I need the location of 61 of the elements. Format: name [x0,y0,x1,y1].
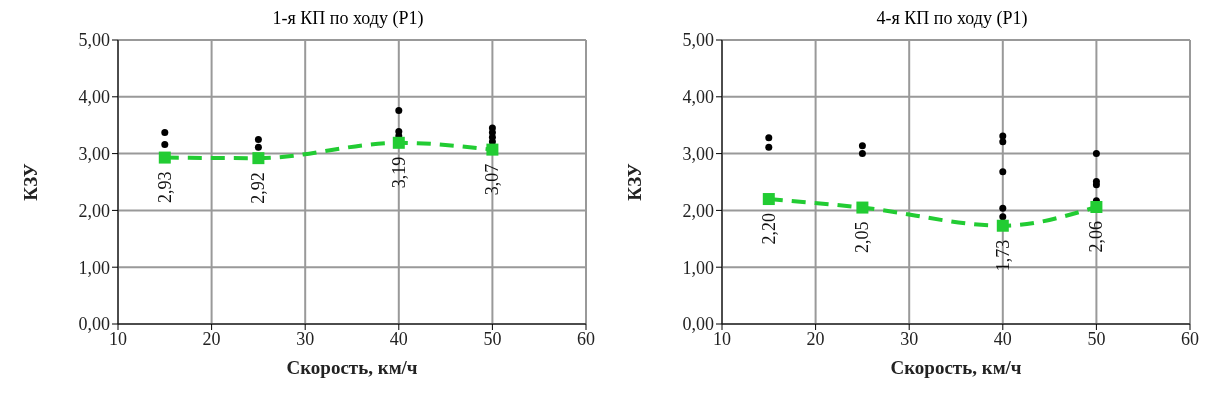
point [999,204,1007,212]
data-label: 3,07 [482,163,503,196]
x-tick-label: 10 [713,328,731,349]
y-tick-label: 2,00 [78,200,110,221]
y-axis-title: КЗУ [623,163,645,201]
point [161,129,169,137]
chart-title: 4-я КП по ходу (Р1) [875,8,1029,30]
y-tick-label: 3,00 [78,143,110,164]
data-label: 2,93 [154,171,175,204]
point [1090,200,1103,213]
point [856,201,869,214]
y-tick-label: 1,00 [78,257,110,278]
x-tick-label: 30 [900,328,919,349]
data-label: 3,19 [388,156,409,189]
chart-title: 1-я КП по ходу (Р1) [271,8,425,30]
x-tick-label: 50 [483,328,502,349]
y-axis-title: КЗУ [19,163,41,201]
x-tick-label: 60 [1181,328,1199,349]
point [1092,181,1100,189]
y-tick-label: 4,00 [78,87,110,108]
point [858,142,866,150]
data-label: 2,06 [1086,220,1107,253]
point [1092,150,1100,158]
point [765,134,773,142]
point [158,151,171,164]
point [254,143,262,151]
data-label: 1,73 [992,239,1013,272]
x-tick-label: 20 [806,328,825,349]
y-tick-label: 1,00 [682,257,714,278]
y-tick-label: 4,00 [682,87,714,108]
y-tick-label: 5,00 [682,30,714,51]
point [999,138,1007,146]
x-tick-label: 30 [296,328,315,349]
point [252,152,265,165]
x-axis-title: Скорость, км/ч [286,357,418,378]
point [392,136,405,149]
data-label: 2,92 [248,172,269,204]
y-tick-label: 5,00 [78,30,110,51]
point [762,193,775,206]
y-tick-label: 2,00 [682,200,714,221]
data-label: 2,05 [852,221,873,254]
point [254,135,262,143]
y-tick-label: 3,00 [682,143,714,164]
x-tick-label: 40 [389,328,408,349]
point [999,213,1007,221]
point [486,143,499,156]
point [161,141,169,149]
point [996,219,1009,232]
x-tick-label: 20 [202,328,221,349]
x-tick-label: 10 [109,328,127,349]
point [395,106,403,114]
point [999,168,1007,176]
x-tick-label: 50 [1087,328,1106,349]
y-tick-label: 0,00 [78,314,110,335]
point [858,150,866,158]
x-tick-label: 40 [993,328,1012,349]
point [765,143,773,151]
x-tick-label: 60 [577,328,595,349]
x-axis-title: Скорость, км/ч [890,357,1022,378]
y-tick-label: 0,00 [682,314,714,335]
data-label: 2,20 [758,213,779,245]
